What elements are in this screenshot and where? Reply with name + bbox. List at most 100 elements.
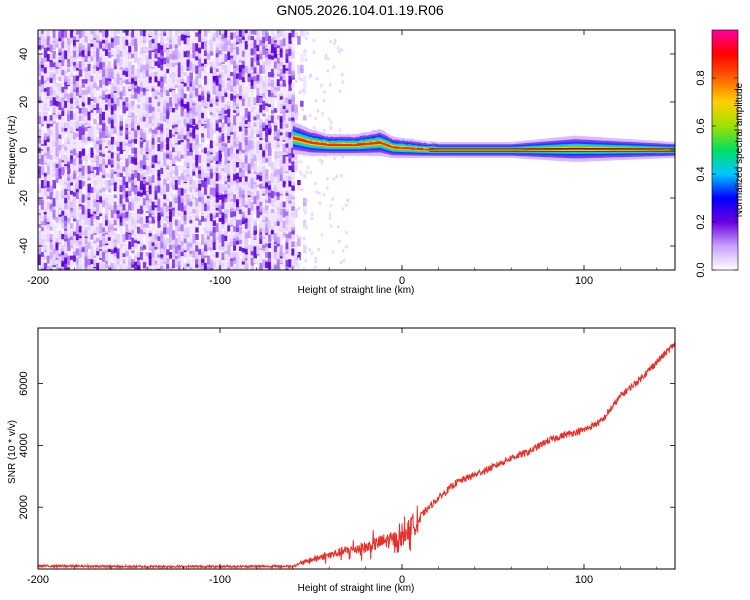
heatmap-cell bbox=[70, 36, 74, 44]
heatmap-cell bbox=[241, 75, 246, 83]
heatmap-cell bbox=[256, 237, 260, 246]
heatmap-cell bbox=[198, 111, 202, 120]
heatmap-cell bbox=[122, 252, 126, 258]
heatmap-cell bbox=[151, 244, 156, 251]
heatmap-cell bbox=[215, 241, 220, 250]
heatmap-cell bbox=[81, 252, 86, 261]
heatmap-cell bbox=[151, 216, 156, 224]
heatmap-cell bbox=[131, 266, 135, 270]
heatmap-cell bbox=[55, 216, 59, 223]
heatmap-cell bbox=[113, 216, 118, 226]
heatmap-cell bbox=[270, 248, 275, 257]
heatmap-cell bbox=[238, 100, 243, 111]
heatmap-cell bbox=[227, 104, 231, 109]
heatmap-cell bbox=[52, 172, 57, 177]
heatmap-cell bbox=[38, 230, 42, 237]
heatmap-cell bbox=[209, 72, 214, 77]
heatmap-cell bbox=[238, 75, 243, 86]
heatmap-cell bbox=[64, 154, 68, 164]
heatmap-cell bbox=[180, 234, 185, 242]
heatmap-cell bbox=[131, 198, 135, 203]
heatmap-cell bbox=[52, 162, 57, 172]
heatmap-cell bbox=[122, 259, 126, 264]
heatmap-cell bbox=[174, 32, 179, 41]
heatmap-cell bbox=[134, 97, 138, 102]
heatmap-cell bbox=[221, 79, 225, 89]
heatmap-cell bbox=[256, 158, 260, 163]
heatmap-cell bbox=[221, 100, 225, 108]
heatmap-cell bbox=[122, 93, 126, 102]
heatmap-cell bbox=[157, 252, 161, 258]
heatmap-cell bbox=[166, 79, 170, 86]
heatmap-cell bbox=[166, 30, 170, 38]
heatmap-cell bbox=[40, 230, 45, 240]
heatmap-cell bbox=[113, 158, 118, 169]
heatmap-cell bbox=[116, 122, 121, 133]
heatmap-cell bbox=[180, 241, 185, 246]
heatmap-cell bbox=[241, 126, 246, 133]
heatmap-cell bbox=[96, 30, 100, 36]
heatmap-cell bbox=[221, 194, 225, 203]
heatmap-cell bbox=[262, 126, 266, 131]
heatmap-cell bbox=[276, 32, 281, 38]
heatmap-cell bbox=[192, 115, 196, 126]
heatmap-cell bbox=[78, 122, 83, 127]
heatmap-cell bbox=[171, 244, 176, 255]
heatmap-cell bbox=[38, 165, 42, 173]
heatmap-cell bbox=[52, 216, 57, 221]
heatmap-cell bbox=[215, 205, 220, 211]
heatmap-cell bbox=[58, 93, 62, 102]
heatmap-cell bbox=[209, 259, 214, 269]
heatmap-cell bbox=[250, 241, 255, 252]
heatmap-cell bbox=[151, 90, 156, 98]
heatmap-cell bbox=[227, 79, 231, 90]
heatmap-cell bbox=[270, 57, 275, 65]
heatmap-cell bbox=[131, 154, 135, 164]
heatmap-cell bbox=[198, 108, 202, 116]
heatmap-cell bbox=[177, 190, 182, 197]
heatmap-cell bbox=[218, 165, 223, 173]
heatmap-cell bbox=[244, 108, 249, 118]
heatmap-cell bbox=[270, 172, 275, 183]
heatmap-cell bbox=[189, 43, 193, 51]
heatmap-cell bbox=[139, 32, 144, 42]
heatmap-cell bbox=[113, 82, 118, 92]
heatmap-cell bbox=[75, 237, 80, 246]
heatmap-cell bbox=[180, 122, 185, 128]
heatmap-cell bbox=[157, 144, 161, 152]
heatmap-cell bbox=[55, 176, 59, 183]
heatmap-cell bbox=[84, 212, 89, 221]
heatmap-cell bbox=[218, 183, 223, 193]
heatmap-cell bbox=[253, 64, 257, 74]
heatmap-cell bbox=[244, 30, 249, 34]
heatmap-cell bbox=[87, 255, 92, 266]
heatmap-cell bbox=[67, 68, 71, 73]
heatmap-cell bbox=[212, 86, 217, 95]
heatmap-cell bbox=[58, 111, 62, 120]
heatmap-cell bbox=[134, 216, 138, 226]
heatmap-cell bbox=[110, 194, 115, 204]
heatmap-cell bbox=[166, 90, 170, 96]
heatmap-cell bbox=[38, 262, 42, 270]
heatmap-cell bbox=[206, 129, 211, 139]
heatmap-cell bbox=[81, 133, 86, 141]
heatmap-cell bbox=[163, 241, 167, 250]
heatmap-cell bbox=[58, 230, 62, 238]
heatmap-cell bbox=[72, 111, 77, 116]
heatmap-cell bbox=[38, 30, 42, 38]
heatmap-cell bbox=[285, 50, 290, 59]
heatmap-cell bbox=[148, 46, 153, 51]
heatmap-cell bbox=[297, 180, 301, 186]
heatmap-cell bbox=[142, 244, 147, 250]
heatmap-cell bbox=[309, 171, 313, 175]
heatmap-cell bbox=[113, 57, 118, 66]
heatmap-cell bbox=[268, 57, 272, 65]
heatmap-cell bbox=[78, 79, 83, 86]
heatmap-cell bbox=[166, 237, 170, 245]
heatmap-cell bbox=[169, 115, 173, 125]
heatmap-cell bbox=[142, 30, 147, 37]
heatmap-cell bbox=[265, 169, 269, 179]
heatmap-cell bbox=[268, 147, 272, 156]
heatmap-cell bbox=[125, 97, 129, 102]
heatmap-cell bbox=[151, 43, 156, 51]
